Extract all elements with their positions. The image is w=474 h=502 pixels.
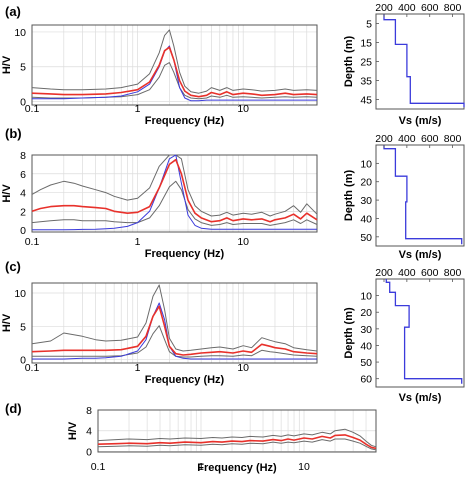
y-axis-title: H/V	[1, 55, 13, 74]
y-tick-label: 0	[86, 446, 92, 458]
vs-profile-line	[385, 279, 463, 384]
series-line-theoretical	[32, 302, 317, 360]
profile-x-tick-label: 200	[375, 2, 393, 14]
profile-y-tick-label: 40	[360, 213, 372, 225]
x-tick-label: 1	[135, 236, 141, 248]
profile-x-tick-label: 200	[375, 267, 393, 279]
profile-y-tick-label: 20	[360, 307, 372, 319]
y-tick-label: 10	[14, 27, 26, 39]
y-tick-label: 10	[14, 288, 26, 300]
plot-frame	[31, 282, 318, 364]
profile-y-tick-label: 50	[360, 232, 372, 244]
series-line-mean	[97, 434, 377, 450]
y-tick-label: 0	[20, 97, 26, 109]
x-tick-label: 10	[237, 236, 249, 248]
profile-x-tick-label: 400	[398, 133, 416, 145]
x-tick-label: 10	[298, 461, 310, 473]
series-line-std-lower	[31, 62, 318, 100]
profile-x-tick-label: 400	[398, 2, 416, 14]
y-tick-label: 5	[20, 62, 26, 74]
series-line-std-lower	[32, 325, 318, 358]
y-axis-title: H/V	[1, 313, 13, 332]
profile-x-tick-label: 400	[398, 267, 416, 279]
x-axis-title: Frequency (Hz)	[197, 462, 277, 474]
x-tick-label: 1	[135, 103, 141, 115]
series-line-mean	[31, 46, 318, 98]
profile-y-tick-label: 50	[360, 357, 372, 369]
profile-y-tick-label: 15	[360, 38, 372, 50]
y-tick-label: 2	[20, 206, 26, 218]
y-tick-label: 8	[86, 405, 92, 417]
profile-y-tick-label: 45	[360, 95, 372, 107]
profile-frame	[375, 144, 465, 247]
x-tick-label: 0.1	[25, 103, 40, 115]
series-line-std-upper	[31, 29, 318, 94]
profile-frame	[375, 13, 465, 110]
x-axis-title: Frequency (Hz)	[145, 248, 225, 260]
profile-y-tick-label: 35	[360, 76, 372, 88]
x-axis-title: Frequency (Hz)	[145, 374, 225, 386]
y-tick-label: 4	[20, 188, 26, 200]
profile-y-tick-label: 10	[360, 158, 372, 170]
profile-x-axis-title: Vs (m/s)	[399, 115, 442, 127]
profile-y-tick-label: 10	[360, 291, 372, 303]
panel-label: (a)	[5, 4, 21, 19]
profile-x-tick-label: 600	[421, 2, 439, 14]
x-axis-title: Frequency (Hz)	[145, 115, 225, 127]
x-tick-label: 0.1	[25, 236, 40, 248]
series-line-mean	[31, 305, 318, 356]
profile-y-tick-label: 40	[360, 340, 372, 352]
y-tick-label: 0	[20, 225, 26, 237]
profile-x-tick-label: 600	[421, 267, 439, 279]
plot-frame	[31, 24, 318, 106]
profile-y-tick-label: 30	[360, 324, 372, 336]
x-tick-label: 10	[237, 103, 249, 115]
profile-x-axis-title: Vs (m/s)	[399, 249, 442, 261]
panel-label: (b)	[5, 126, 22, 141]
profile-x-tick-label: 800	[444, 2, 462, 14]
profile-y-tick-label: 5	[366, 19, 372, 31]
profile-y-tick-label: 25	[360, 57, 372, 69]
y-tick-label: 6	[20, 169, 26, 181]
y-axis-title: H/V	[67, 421, 79, 440]
series-line-mean	[31, 158, 318, 223]
profile-y-tick-label: 60	[360, 374, 372, 386]
profile-y-axis-title: Depth (m)	[343, 307, 355, 359]
y-axis-title: H/V	[1, 184, 13, 203]
profile-y-tick-label: 20	[360, 177, 372, 189]
vs-profile-line	[383, 145, 463, 245]
profile-x-axis-title: Vs (m/s)	[399, 392, 442, 404]
vs-profile-line	[383, 14, 465, 108]
y-tick-label: 0	[20, 355, 26, 367]
plot-frame	[97, 409, 377, 453]
profile-y-tick-label: 30	[360, 195, 372, 207]
y-tick-label: 4	[86, 426, 92, 438]
series-line-std-upper	[31, 154, 318, 217]
y-tick-label: 5	[20, 321, 26, 333]
series-line-std-lower	[31, 180, 318, 226]
series-line-theoretical	[32, 154, 317, 231]
panel-label: (c)	[5, 259, 21, 274]
x-tick-label: 1	[135, 362, 141, 374]
series-line-theoretical	[32, 45, 317, 102]
series-line-std-upper	[97, 428, 377, 448]
series-line-std-upper	[31, 284, 318, 352]
x-tick-label: 0.1	[91, 461, 106, 473]
profile-x-tick-label: 800	[444, 133, 462, 145]
profile-y-axis-title: Depth (m)	[343, 36, 355, 88]
profile-x-tick-label: 600	[421, 133, 439, 145]
profile-frame	[375, 278, 465, 388]
x-tick-label: 10	[237, 362, 249, 374]
series-line-std-lower	[97, 438, 377, 451]
profile-x-tick-label: 200	[375, 133, 393, 145]
profile-x-tick-label: 800	[444, 267, 462, 279]
x-tick-label: 0.1	[25, 362, 40, 374]
y-tick-label: 8	[20, 150, 26, 162]
panel-label: (d)	[5, 401, 22, 416]
x-tick-label: 1	[198, 461, 204, 473]
profile-y-axis-title: Depth (m)	[343, 170, 355, 222]
